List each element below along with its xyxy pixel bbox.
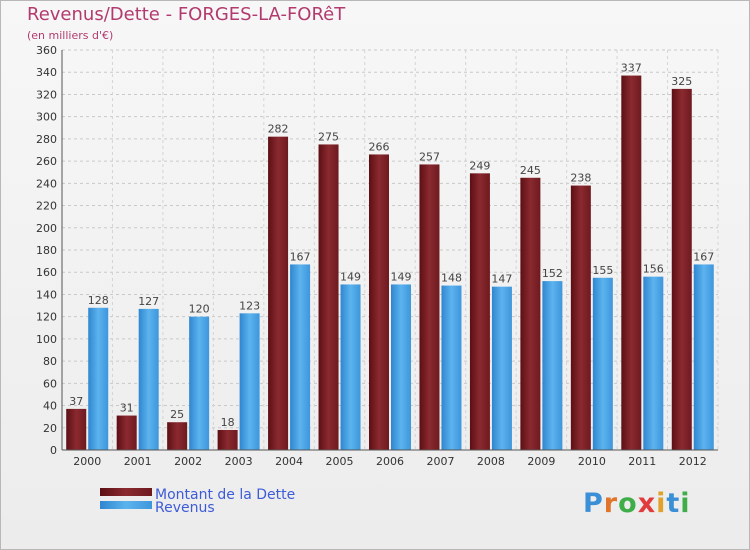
y-tick-label: 20: [43, 422, 57, 435]
bar-revenus: [88, 307, 109, 450]
x-tick-label: 2008: [477, 455, 505, 468]
data-label-revenus: 152: [542, 267, 563, 280]
data-label-dette: 31: [120, 402, 134, 415]
x-tick-label: 2004: [275, 455, 303, 468]
data-label-dette: 249: [469, 159, 490, 172]
data-label-dette: 238: [570, 172, 591, 185]
y-tick-label: 40: [43, 400, 57, 413]
bar-revenus: [592, 277, 613, 450]
x-tick-label: 2003: [225, 455, 253, 468]
bar-revenus: [542, 281, 563, 450]
y-tick-label: 220: [36, 200, 57, 213]
bar-revenus: [441, 285, 462, 450]
bar-dette: [469, 173, 490, 451]
x-tick-label: 2010: [578, 455, 606, 468]
x-tick-label: 2009: [527, 455, 555, 468]
y-tick-label: 100: [36, 333, 57, 346]
x-tick-label: 2002: [174, 455, 202, 468]
data-label-revenus: 120: [189, 303, 210, 316]
labels-layer: 37 128 31 127 25 120 18 123 282 167 275 149 266 149 25…: [69, 62, 714, 429]
data-label-dette: 37: [69, 395, 83, 408]
x-tick-label: 2012: [679, 455, 707, 468]
proxiti-logo: Proxiti: [583, 488, 691, 519]
data-label-revenus: 123: [239, 299, 260, 312]
data-label-revenus: 156: [643, 263, 664, 276]
data-label-dette: 275: [318, 130, 339, 143]
data-label-dette: 266: [369, 140, 390, 153]
bar-dette: [570, 185, 591, 451]
y-tick-label: 320: [36, 88, 57, 101]
bar-revenus: [391, 284, 411, 450]
bar-revenus: [138, 308, 159, 450]
bar-dette: [318, 144, 339, 450]
data-label-dette: 325: [671, 75, 692, 88]
data-label-revenus: 155: [592, 264, 613, 277]
data-label-revenus: 167: [290, 250, 311, 263]
bar-dette: [217, 430, 238, 450]
y-tick-label: 180: [36, 244, 57, 257]
bar-revenus: [239, 313, 260, 450]
data-label-dette: 337: [621, 62, 642, 75]
data-label-revenus: 128: [88, 294, 109, 307]
data-label-revenus: 149: [340, 270, 361, 283]
legend-label-revenus: Revenus: [155, 500, 215, 516]
y-tick-label: 240: [36, 177, 57, 190]
bars-layer: [66, 75, 714, 451]
data-label-revenus: 127: [138, 295, 159, 308]
y-tick-label: 60: [43, 377, 57, 390]
data-label-revenus: 147: [491, 273, 512, 286]
bar-dette: [268, 136, 289, 450]
bar-dette: [621, 75, 642, 451]
data-label-dette: 18: [221, 416, 235, 429]
y-tick-label: 260: [36, 155, 57, 168]
bar-revenus: [189, 316, 210, 450]
y-tick-label: 0: [50, 444, 57, 457]
bar-revenus: [693, 264, 714, 450]
bar-dette: [419, 164, 440, 450]
y-tick-label: 200: [36, 222, 57, 235]
y-tick-label: 80: [43, 355, 57, 368]
bar-dette: [167, 422, 188, 450]
bar-dette: [66, 408, 87, 450]
data-label-revenus: 167: [693, 250, 714, 263]
data-label-revenus: 149: [391, 270, 412, 283]
y-tick-label: 280: [36, 133, 57, 146]
y-tick-label: 340: [36, 66, 57, 79]
grid-layer: [61, 49, 719, 451]
y-tick-label: 300: [36, 111, 57, 124]
bar-revenus: [290, 264, 311, 450]
bar-revenus: [643, 276, 664, 450]
legend-label-dette: Montant de la Dette: [155, 487, 295, 503]
bar-dette: [369, 154, 389, 450]
axis-layer: 0 20 40 60 80 100 120 140 160 180 200 220 240 260 280 3…: [36, 44, 718, 468]
y-tick-label: 140: [36, 288, 57, 301]
data-label-dette: 282: [268, 123, 289, 136]
data-label-revenus: 148: [441, 272, 462, 285]
legend-swatch-revenus: [100, 501, 152, 509]
y-tick-label: 360: [36, 44, 57, 57]
y-tick-label: 120: [36, 311, 57, 324]
chart-title: Revenus/Dette - FORGES-LA-FORêT: [27, 4, 346, 25]
x-tick-label: 2000: [73, 455, 101, 468]
bar-dette: [116, 415, 137, 450]
x-tick-label: 2001: [124, 455, 152, 468]
x-tick-label: 2011: [628, 455, 656, 468]
bar-revenus: [340, 284, 361, 450]
x-tick-label: 2006: [376, 455, 404, 468]
data-label-dette: 245: [520, 164, 541, 177]
legend-swatch-dette: [100, 488, 152, 496]
y-tick-label: 160: [36, 266, 57, 279]
data-label-dette: 257: [419, 150, 440, 163]
bar-dette: [520, 177, 541, 450]
bar-dette: [671, 88, 692, 450]
chart-subtitle: (en milliers d'€): [27, 29, 114, 42]
data-label-dette: 25: [170, 408, 184, 421]
x-tick-label: 2005: [326, 455, 354, 468]
bar-revenus: [491, 286, 512, 450]
x-tick-label: 2007: [426, 455, 454, 468]
